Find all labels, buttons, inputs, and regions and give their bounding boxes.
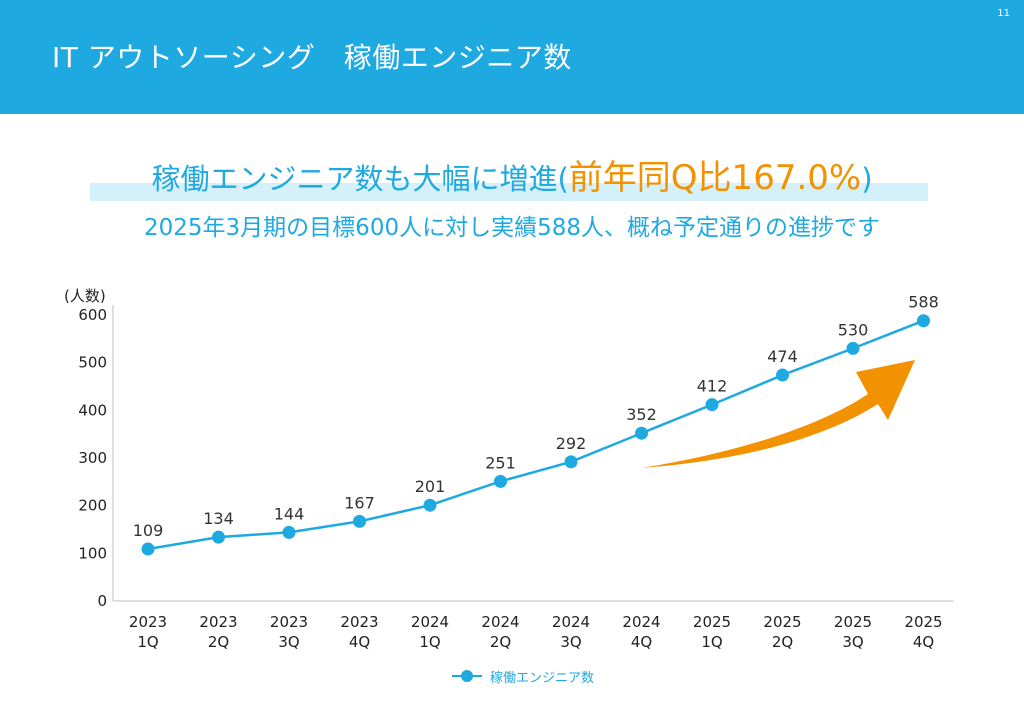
series-line [147,319,924,551]
x-tick-label: 2024 3Q [552,613,590,651]
data-label: 109 [133,521,164,540]
x-tick-label: 2025 1Q [693,613,731,651]
data-label: 588 [908,293,939,312]
x-tick-label: 2025 2Q [763,613,801,651]
subheadline: 2025年3月期の目標600人に対し実績588人、概ね予定通りの進捗です [144,215,880,241]
headline: 稼働エンジニア数も大幅に増進(前年同Q比167.0%) [0,150,1024,199]
y-tick-label: 200 [78,497,107,515]
y-tick-label: 300 [78,449,107,467]
data-label: 474 [767,347,798,366]
legend-label: 稼働エンジニア数 [490,670,595,686]
x-tick-label: 2023 3Q [270,613,308,651]
y-tick-label: 400 [78,401,107,419]
data-label: 167 [344,493,375,512]
data-label: 134 [203,509,234,528]
data-point [282,525,296,539]
legend-marker-icon [452,666,482,686]
page-number: 11 [997,8,1010,19]
data-point [635,426,648,440]
data-label: 352 [626,405,657,424]
chart-axes: 0 100 200 300 400 500 600 2023 1Q 2023 2Q 2023 3Q 202… [78,305,954,651]
y-axis-unit-label: (人数) [64,287,106,305]
label-layer: 109 134 144 167 201 251 292 352 412 474 530 588 [133,293,939,540]
x-tick-label: 2024 1Q [411,613,449,651]
x-tick-label: 2025 4Q [904,613,942,651]
data-point [705,398,719,412]
data-label: 292 [556,434,587,453]
chart-legend: 稼働エンジニア数 [452,666,594,686]
data-point [423,498,437,512]
data-label: 144 [274,504,305,523]
trend-arrow [642,360,915,468]
data-point [212,530,225,544]
data-point [141,542,155,556]
data-point [776,368,789,382]
y-tick-label: 100 [78,544,107,562]
x-tick-label: 2023 2Q [199,613,237,651]
headline-close-paren: ) [861,162,873,196]
x-tick-label: 2023 1Q [129,613,167,651]
series-layer [141,314,930,556]
x-tick-label: 2023 4Q [340,613,378,651]
data-point [494,474,507,488]
data-label: 251 [485,453,516,472]
data-point [564,455,578,469]
headline-highlight [90,183,928,201]
x-tick-label: 2024 4Q [622,613,660,651]
data-point [846,341,860,355]
y-tick-label: 500 [78,354,107,372]
data-label: 201 [415,477,446,496]
headline-main-text: 稼働エンジニア数も大幅に増進( [151,162,569,196]
data-label: 530 [838,320,869,339]
headline-accent-text: 前年同Q比167.0% [568,158,862,198]
x-tick-label: 2024 2Q [481,613,519,651]
x-tick-label: 2025 3Q [834,613,872,651]
slide-header: IT アウトソーシング 稼働エンジニア数 11 [0,0,1024,114]
data-label: 412 [697,377,728,396]
data-point [917,314,930,328]
slide-title: IT アウトソーシング 稼働エンジニア数 [52,41,572,74]
trend-arrow-shape [642,360,915,468]
data-point [353,514,366,528]
y-tick-label: 600 [78,306,107,324]
y-tick-label: 0 [97,592,107,610]
